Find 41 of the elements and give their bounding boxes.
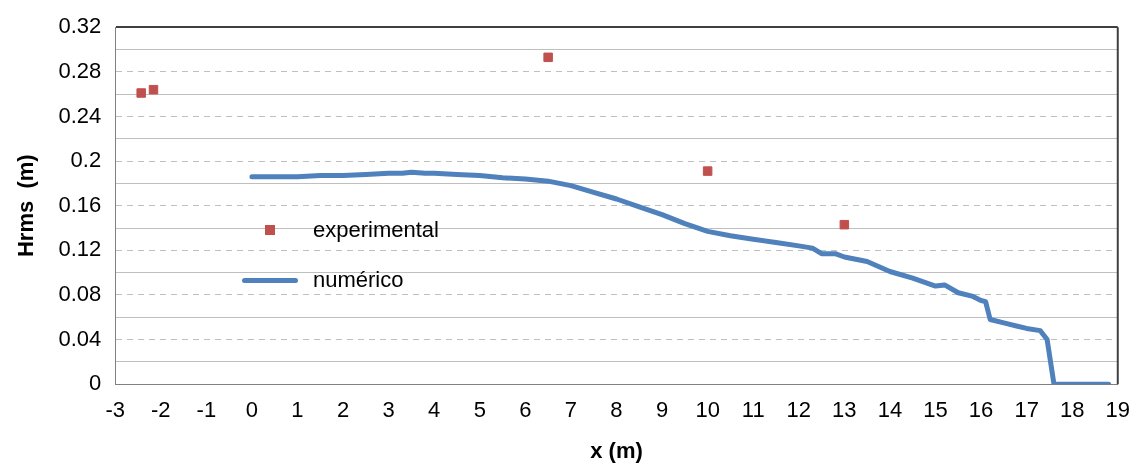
y-tick-label: 0 xyxy=(88,370,102,396)
x-tick-label: 17 xyxy=(1014,397,1039,423)
x-tick-label: 14 xyxy=(877,397,903,423)
y-tick-label: 0.16 xyxy=(58,191,102,217)
x-tick-label: 16 xyxy=(968,397,994,423)
y-tick-label: 0.32 xyxy=(58,13,102,39)
x-tick-label: -2 xyxy=(151,397,171,423)
y-tick-label: 0.28 xyxy=(58,57,102,83)
x-tick-label: 11 xyxy=(741,397,765,423)
x-tick-label: 15 xyxy=(923,397,948,423)
x-tick-label: 7 xyxy=(564,397,578,423)
point xyxy=(702,166,713,176)
x-tick-label: 2 xyxy=(336,397,350,423)
x-axis-title: x (m) xyxy=(590,437,643,463)
x-tick-label: 9 xyxy=(655,397,669,423)
point xyxy=(136,88,146,98)
point xyxy=(148,84,159,95)
x-tick-label: 3 xyxy=(382,397,395,423)
x-tick-label: 4 xyxy=(428,397,441,423)
y-tick-label: 0.24 xyxy=(58,102,102,128)
y-tick-label: 0.04 xyxy=(58,325,102,351)
y-tick-label: 0.08 xyxy=(58,281,102,307)
y-tick-label: 0.12 xyxy=(58,236,102,262)
x-tick-label: -3 xyxy=(105,397,125,423)
x-tick-label: 6 xyxy=(519,397,532,423)
point xyxy=(543,52,553,63)
y-tick-label: 0.2 xyxy=(70,147,102,173)
x-tick-label: 10 xyxy=(695,397,720,423)
x-tick-label: 8 xyxy=(610,397,623,423)
x-tick-label: 5 xyxy=(473,397,486,423)
x-tick-label: -1 xyxy=(196,397,217,423)
point xyxy=(839,219,850,230)
x-tick-label: 0 xyxy=(245,397,259,423)
x-tick-label: 13 xyxy=(832,397,857,423)
x-tick-label: 19 xyxy=(1105,397,1131,423)
x-tick-label: 1 xyxy=(291,397,304,423)
x-tick-label: 12 xyxy=(786,397,812,423)
x-tick-label: 18 xyxy=(1059,397,1085,423)
legend-label: numérico xyxy=(313,267,404,293)
legend-label: experimental xyxy=(313,217,439,243)
y-axis-title: Hrms (m) xyxy=(13,154,39,258)
